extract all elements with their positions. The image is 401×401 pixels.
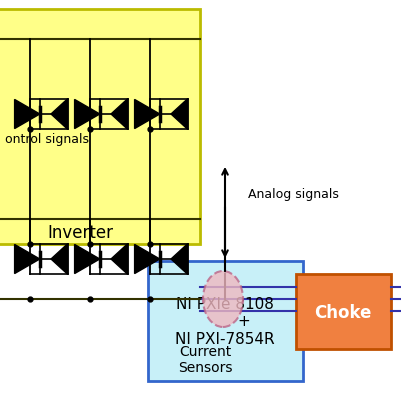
Text: Current
Sensors: Current Sensors (177, 344, 232, 374)
Polygon shape (14, 245, 40, 274)
Text: Inverter: Inverter (47, 223, 113, 241)
Polygon shape (51, 99, 68, 130)
Text: ontrol signals: ontrol signals (5, 133, 89, 146)
Bar (0, 10, 200, 244)
Bar (295, 274, 390, 349)
Polygon shape (75, 100, 99, 129)
Polygon shape (111, 244, 128, 275)
Polygon shape (134, 100, 160, 129)
Polygon shape (111, 99, 128, 130)
Text: NI PXIe 8108
        +
NI PXI-7854R: NI PXIe 8108 + NI PXI-7854R (175, 296, 274, 346)
Polygon shape (170, 244, 187, 275)
Polygon shape (51, 244, 68, 275)
Polygon shape (134, 245, 160, 274)
Bar (148, 261, 302, 381)
Text: Analog signals: Analog signals (247, 188, 338, 201)
Ellipse shape (203, 271, 242, 327)
Polygon shape (170, 99, 187, 130)
Text: Choke: Choke (314, 303, 371, 321)
Polygon shape (14, 100, 40, 129)
Polygon shape (75, 245, 99, 274)
